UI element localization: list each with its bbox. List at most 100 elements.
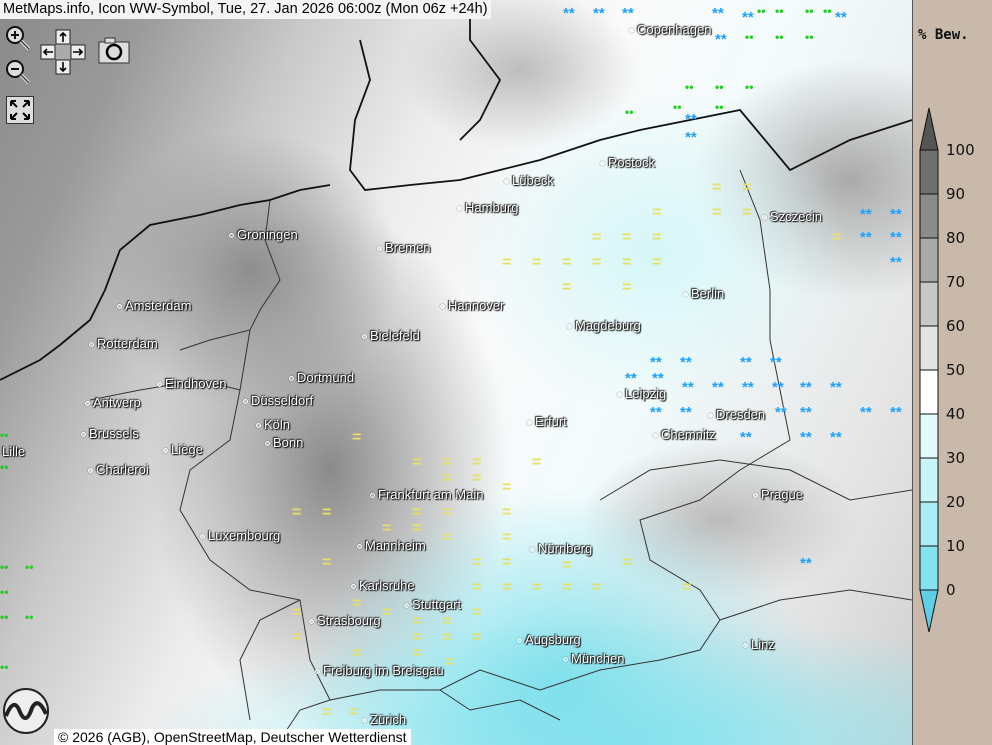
city-label: Liège: [163, 443, 203, 456]
city-name: Linz: [751, 637, 775, 652]
city-marker: [85, 401, 90, 407]
city-label: Leipzig: [617, 387, 666, 400]
colorbar-segment: [919, 413, 939, 459]
city-name: Charleroi: [96, 462, 149, 477]
weather-map[interactable]: ** ** ** ** ** ** ** ** ** ** ** ** ** ** ** ** ** ** ** **…: [0, 0, 912, 745]
city-name: Magdeburg: [575, 318, 641, 333]
city-marker: [309, 619, 314, 625]
fullscreen-button[interactable]: [6, 96, 34, 124]
city-name: Szczecin: [770, 209, 823, 224]
city-label: Rotterdam: [89, 337, 158, 350]
colorbar-segment: [919, 369, 939, 415]
city-marker: [243, 399, 248, 405]
zoom-out-button[interactable]: [4, 58, 32, 86]
legend-tick-label: 10: [946, 537, 966, 555]
city-name: Bremen: [385, 240, 431, 255]
city-label: Bremen: [377, 241, 431, 254]
city-label: Brussels: [81, 427, 139, 440]
city-marker: [708, 413, 713, 419]
city-marker: [504, 179, 509, 185]
city-marker: [517, 638, 522, 644]
city-label: Berlin: [683, 287, 724, 300]
legend-tick-label: 0: [946, 581, 956, 599]
zoom-out-icon: [6, 60, 31, 85]
attribution: © 2026 (AGB), OpenStreetMap, Deutscher W…: [54, 729, 411, 745]
city-label: Freiburg im Breisgau: [315, 664, 444, 677]
city-label: Chemnitz: [653, 428, 716, 441]
legend-tick-label: 70: [946, 273, 966, 291]
city-label: Karlsruhe: [351, 579, 415, 592]
city-name: Hannover: [448, 298, 505, 313]
city-name: Amsterdam: [125, 298, 192, 313]
city-name: Chemnitz: [661, 427, 716, 442]
city-name: Luxembourg: [208, 528, 281, 543]
colorbar-over-triangle: [919, 107, 939, 151]
city-marker: [743, 643, 748, 649]
city-marker: [629, 28, 634, 34]
colorbar-segment: [919, 457, 939, 503]
city-name: Karlsruhe: [359, 578, 415, 593]
zoom-in-button[interactable]: [4, 24, 32, 52]
pan-arrows-icon: [40, 29, 86, 75]
city-marker: [315, 669, 320, 675]
city-marker: [89, 342, 94, 348]
city-name: Lübeck: [512, 173, 554, 188]
city-name: Prague: [761, 487, 803, 502]
city-marker: [600, 161, 605, 167]
city-label: Rostock: [600, 156, 655, 169]
city-marker: [265, 441, 270, 447]
pan-control[interactable]: [40, 29, 86, 75]
city-label: Dresden: [708, 408, 765, 421]
city-label: Bonn: [265, 436, 303, 449]
city-name: Antwerp: [93, 395, 141, 410]
city-marker: [404, 603, 409, 609]
city-label: Szczecin: [762, 210, 822, 223]
city-label: Zürich: [362, 713, 406, 726]
city-label: Strasbourg: [309, 614, 381, 627]
city-label: Antwerp: [85, 396, 141, 409]
city-label: Mannheim: [357, 539, 426, 552]
city-name: Bonn: [273, 435, 304, 450]
city-name: Nürnberg: [538, 541, 593, 556]
city-marker: [753, 493, 758, 499]
city-name: Dortmund: [297, 370, 355, 385]
city-label: Copenhagen: [629, 23, 711, 36]
city-marker: [229, 233, 234, 239]
city-name: Zürich: [370, 712, 407, 727]
city-name: München: [571, 651, 625, 666]
colorbar-segment: [919, 281, 939, 327]
colorbar-segment: [919, 237, 939, 283]
city-label: Nürnberg: [530, 542, 592, 555]
city-label: Linz: [743, 638, 775, 651]
colorbar-segment: [919, 545, 939, 591]
city-name: Groningen: [237, 227, 298, 242]
city-marker: [200, 534, 205, 540]
colorbar-under-triangle: [919, 589, 939, 633]
city-marker: [567, 324, 572, 330]
city-name: Liège: [171, 442, 203, 457]
colorbar-segment: [919, 501, 939, 547]
city-marker: [530, 547, 535, 553]
city-label: Düsseldorf: [243, 394, 313, 407]
city-name: Freiburg im Breisgau: [323, 663, 444, 678]
fullscreen-icon: [6, 96, 34, 124]
legend-tick-label: 60: [946, 317, 966, 335]
city-name: Berlin: [691, 286, 725, 301]
city-name: Mannheim: [365, 538, 426, 553]
city-marker: [157, 382, 162, 388]
legend-tick-label: 30: [946, 449, 966, 467]
city-marker: [377, 246, 382, 252]
city-label: Groningen: [229, 228, 298, 241]
legend-tick-label: 80: [946, 229, 966, 247]
legend-title: % Bew.: [918, 27, 969, 43]
city-name: Dresden: [716, 407, 766, 422]
city-label: Lille: [2, 445, 25, 458]
metmaps-logo: [0, 684, 54, 745]
city-name: Rostock: [608, 155, 655, 170]
city-label: Frankfurt am Main: [370, 488, 483, 501]
borders-coastlines: [0, 0, 912, 741]
snapshot-button[interactable]: [98, 36, 130, 64]
city-marker: [457, 206, 462, 212]
city-name: Copenhagen: [637, 22, 712, 37]
city-label: Hannover: [440, 299, 504, 312]
